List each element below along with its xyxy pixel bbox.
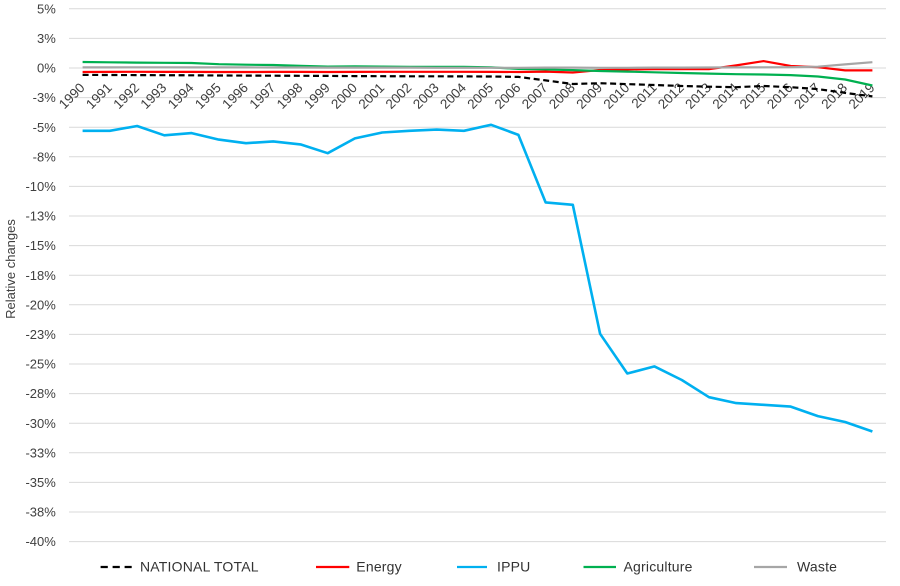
svg-text:-15%: -15% (25, 238, 56, 253)
svg-text:IPPU: IPPU (497, 559, 530, 575)
svg-text:-5%: -5% (33, 120, 57, 135)
svg-text:0%: 0% (37, 61, 56, 76)
svg-text:-40%: -40% (25, 534, 56, 549)
svg-text:Relative changes: Relative changes (3, 219, 18, 319)
svg-text:-28%: -28% (25, 386, 56, 401)
svg-text:-20%: -20% (25, 297, 56, 312)
svg-text:3%: 3% (37, 31, 56, 46)
svg-text:-35%: -35% (25, 475, 56, 490)
svg-text:Agriculture: Agriculture (624, 559, 693, 575)
svg-text:-23%: -23% (25, 327, 56, 342)
svg-text:-8%: -8% (33, 149, 57, 164)
svg-text:-33%: -33% (25, 445, 56, 460)
svg-text:NATIONAL TOTAL: NATIONAL TOTAL (140, 559, 259, 575)
svg-text:-13%: -13% (25, 209, 56, 224)
svg-text:-38%: -38% (25, 505, 56, 520)
svg-text:5%: 5% (37, 1, 56, 16)
svg-text:-25%: -25% (25, 357, 56, 372)
svg-text:-18%: -18% (25, 268, 56, 283)
svg-text:Waste: Waste (797, 559, 837, 575)
svg-text:-30%: -30% (25, 416, 56, 431)
svg-text:-10%: -10% (25, 179, 56, 194)
svg-text:-3%: -3% (33, 90, 57, 105)
svg-text:Energy: Energy (356, 559, 402, 575)
